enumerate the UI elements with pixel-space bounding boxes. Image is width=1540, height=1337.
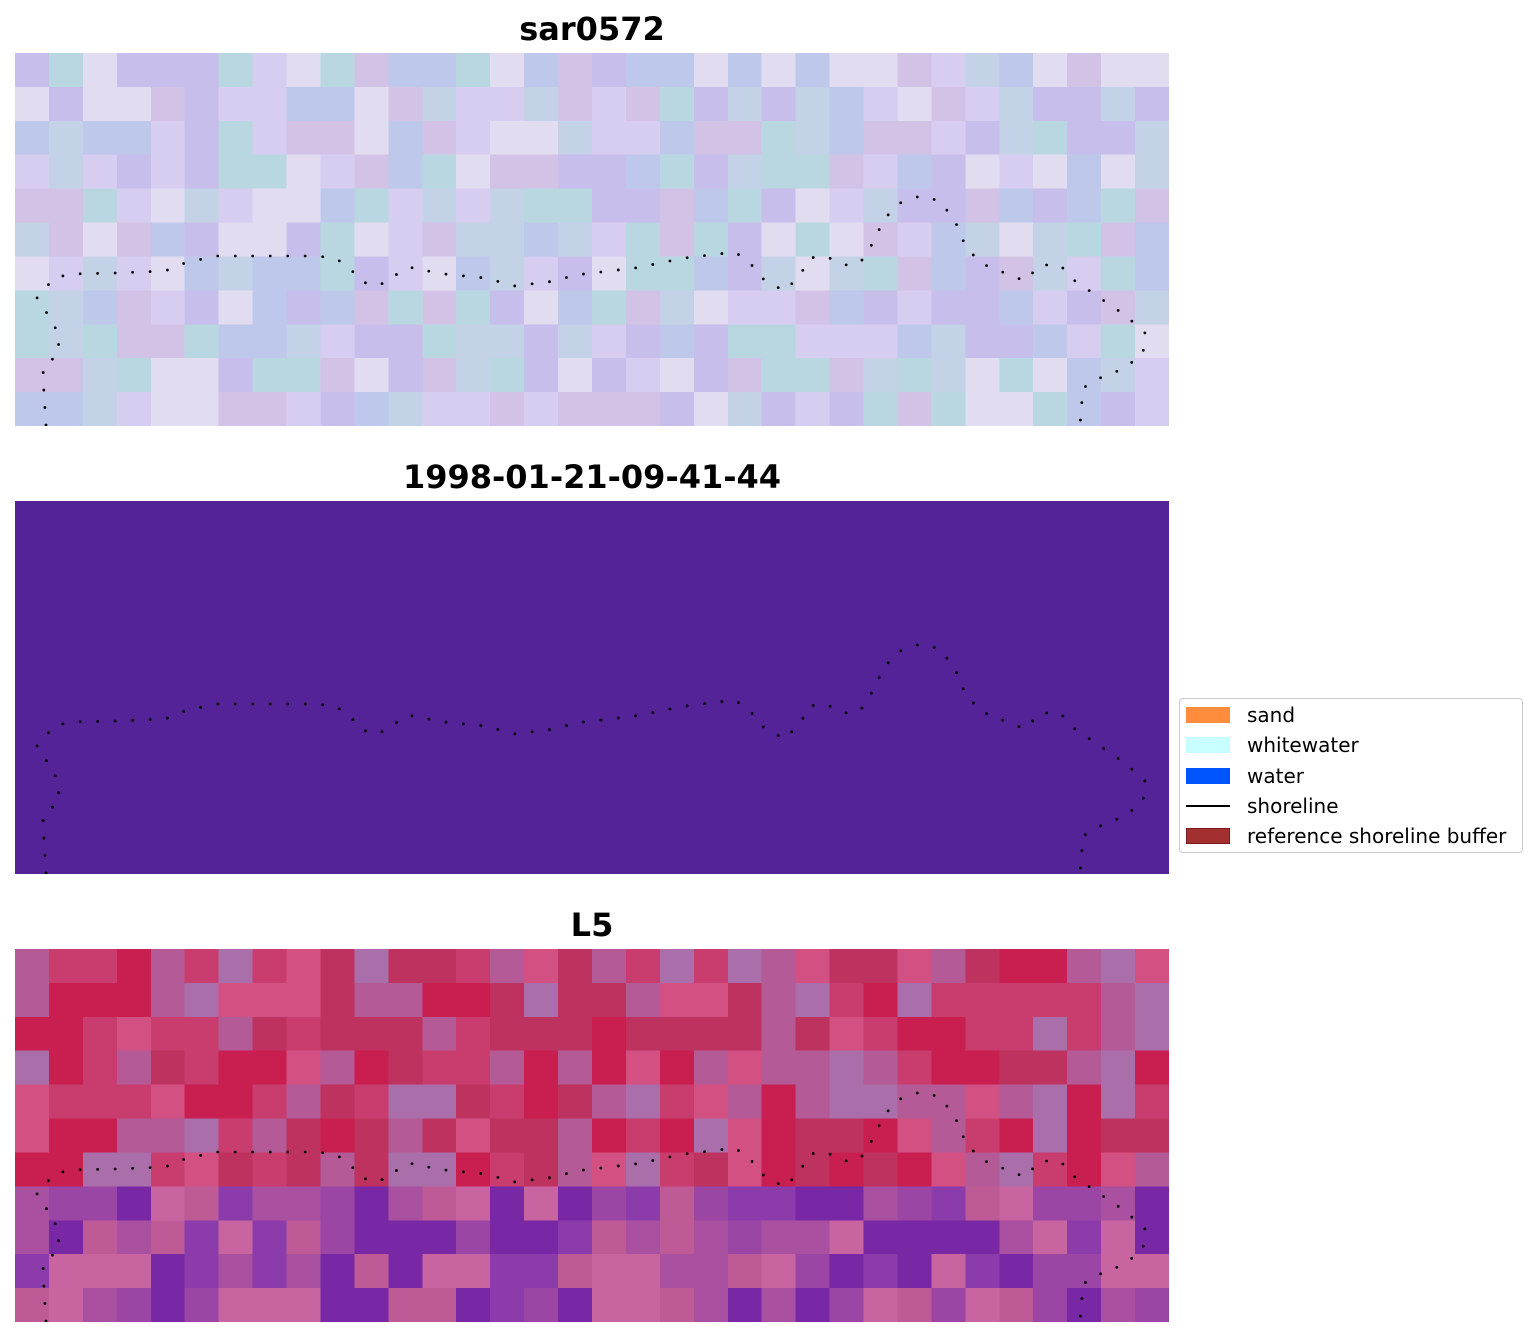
landsat-image xyxy=(15,949,1169,1322)
classification-image xyxy=(15,501,1169,874)
sar-image xyxy=(15,53,1169,426)
reference-buffer-swatch xyxy=(1186,828,1230,844)
panel-title-l5: L5 xyxy=(570,906,614,944)
legend-item-whitewater: whitewater xyxy=(1186,733,1359,757)
legend-item-reference-buffer: reference shoreline buffer xyxy=(1186,824,1507,848)
legend-label-reference-buffer: reference shoreline buffer xyxy=(1247,824,1507,848)
shoreline-swatch xyxy=(1186,805,1230,807)
legend-label-whitewater: whitewater xyxy=(1247,733,1359,757)
legend-item-sand: sand xyxy=(1186,703,1296,727)
legend-label-water: water xyxy=(1247,764,1304,788)
legend-label-shoreline: shoreline xyxy=(1247,794,1339,818)
panel-title-sar: sar0572 xyxy=(519,10,665,48)
panel-title-date: 1998-01-21-09-41-44 xyxy=(402,458,782,496)
legend: sand whitewater water shoreline referenc… xyxy=(1179,698,1523,853)
whitewater-swatch xyxy=(1186,737,1230,753)
sand-swatch xyxy=(1186,707,1230,723)
legend-label-sand: sand xyxy=(1247,703,1296,727)
legend-item-shoreline: shoreline xyxy=(1186,794,1339,818)
water-swatch xyxy=(1186,768,1230,784)
legend-item-water: water xyxy=(1186,764,1304,788)
